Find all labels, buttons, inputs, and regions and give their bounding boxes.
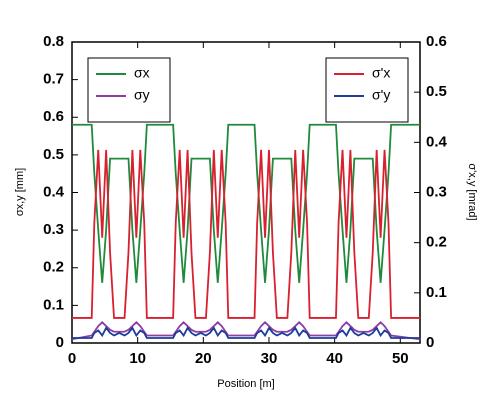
x-axis-label: Position [m] [217, 378, 274, 390]
x-tick-label: 0 [68, 350, 76, 367]
y2-tick-label: 0.6 [426, 33, 447, 50]
series-line [72, 326, 420, 339]
y-tick-label: 0 [56, 334, 64, 351]
y2-tick-label: 0.3 [426, 183, 447, 200]
legend-label: σ'y [372, 87, 390, 103]
y-tick-label: 0.8 [43, 33, 64, 50]
legend-label: σx [134, 65, 150, 81]
series-line [72, 123, 420, 283]
y-tick-label: 0.7 [43, 71, 64, 88]
x-tick-label: 50 [392, 350, 409, 367]
y-tick-label: 0.6 [43, 108, 64, 125]
legend-label: σy [134, 87, 150, 103]
x-tick-label: 40 [326, 350, 343, 367]
y-tick-label: 0.4 [43, 183, 65, 200]
legend-label: σ'x [372, 65, 390, 81]
x-tick-label: 30 [261, 350, 278, 367]
y-tick-label: 0.5 [43, 146, 64, 163]
y2-tick-label: 0 [426, 334, 434, 351]
y-tick-label: 0.1 [43, 296, 64, 313]
series-line [72, 149, 420, 319]
legend-box [325, 57, 409, 123]
y2-tick-label: 0.4 [426, 133, 448, 150]
x-tick-label: 10 [129, 350, 146, 367]
y2-tick-label: 0.5 [426, 83, 447, 100]
x-tick-label: 20 [195, 350, 212, 367]
series-line [71, 321, 421, 341]
y-tick-label: 0.3 [43, 221, 64, 238]
y2-axis-label: σ'x,y [mrad] [466, 163, 478, 220]
legend-box [87, 57, 171, 123]
y2-tick-label: 0.1 [426, 284, 447, 301]
y-tick-label: 0.2 [43, 259, 64, 276]
y-axis-label: σx,y [mm] [14, 168, 26, 216]
y2-tick-label: 0.2 [426, 234, 447, 251]
